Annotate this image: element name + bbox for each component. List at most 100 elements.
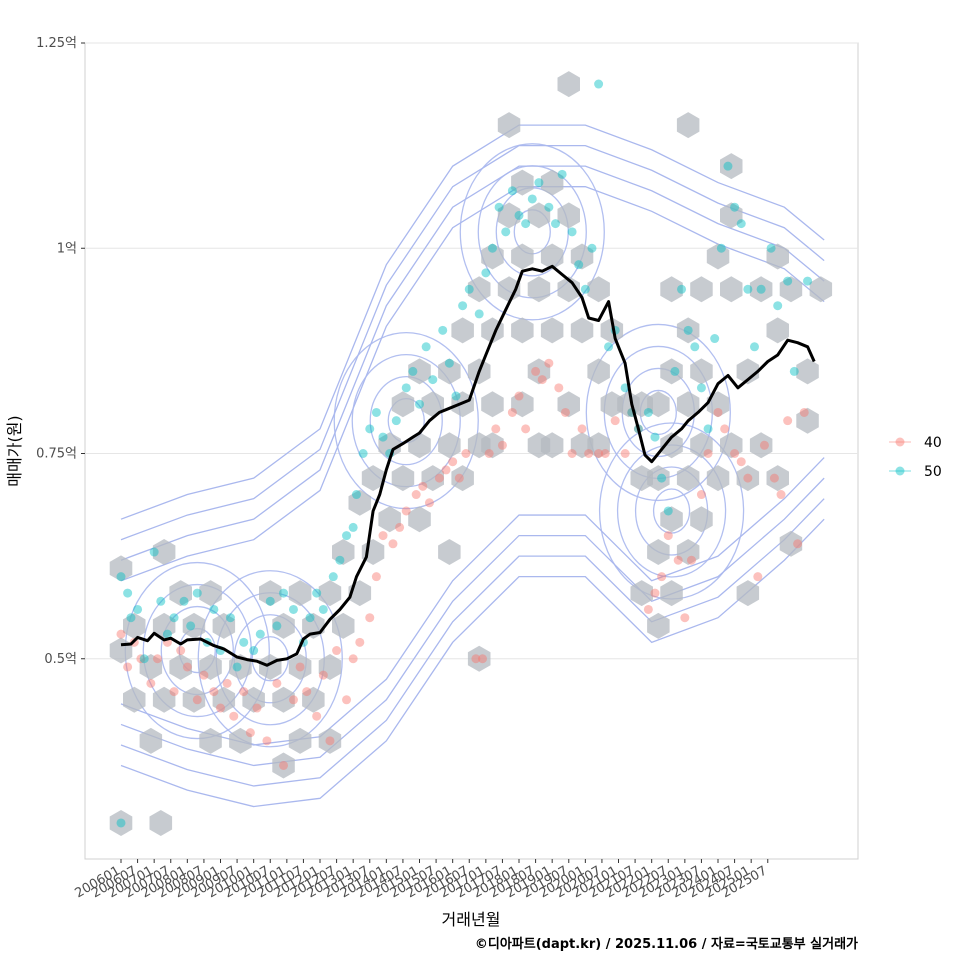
point-40	[209, 687, 219, 697]
point-50	[487, 243, 497, 253]
point-50	[288, 604, 298, 614]
point-50	[550, 219, 560, 229]
point-50	[239, 637, 249, 647]
hexbin-cell	[497, 202, 521, 229]
point-40	[222, 678, 232, 688]
point-50	[574, 260, 584, 270]
hexbin-cell	[527, 202, 551, 229]
point-50	[643, 407, 653, 417]
hexbin-cell	[199, 727, 222, 754]
point-50	[773, 301, 783, 311]
point-50	[444, 358, 454, 368]
point-40	[769, 473, 779, 483]
hexbin-cell	[706, 243, 730, 270]
point-40	[713, 407, 723, 417]
hexbin-cell	[109, 555, 133, 582]
hexbin-cell	[318, 727, 342, 754]
point-40	[272, 678, 282, 688]
point-40	[544, 358, 554, 368]
hexbin-cell	[690, 358, 713, 385]
point-40	[743, 473, 753, 483]
point-50	[730, 202, 740, 212]
hexbin-cell	[690, 432, 713, 459]
point-40	[325, 736, 335, 746]
point-40	[262, 736, 272, 746]
point-40	[342, 695, 352, 705]
point-40	[388, 539, 398, 549]
legend-label: 40	[924, 435, 942, 451]
point-50	[494, 202, 504, 212]
point-50	[225, 613, 235, 623]
point-40	[696, 490, 706, 500]
point-40	[703, 449, 713, 458]
hexbin-cell	[630, 580, 653, 607]
hexbin-cell	[706, 391, 730, 418]
point-50	[312, 588, 322, 598]
point-40	[686, 555, 696, 565]
legend-key-40	[895, 437, 905, 447]
hexbin-cell	[660, 276, 683, 303]
point-40	[312, 711, 322, 721]
hexbin-cell	[318, 580, 342, 607]
legend: 40 50	[889, 435, 942, 480]
point-40	[295, 662, 305, 672]
point-40	[239, 687, 249, 697]
hexbin-cell	[199, 654, 222, 680]
hexbin-cell	[647, 465, 670, 492]
point-50	[683, 325, 693, 335]
hexbin-cell	[391, 465, 415, 492]
hexbin-cell	[570, 243, 594, 270]
point-40	[620, 449, 630, 458]
hexbin-cell	[676, 391, 700, 418]
density-contour-band	[120, 124, 825, 520]
hexbin-cell	[676, 539, 700, 565]
point-40	[577, 424, 587, 434]
point-40	[650, 588, 660, 598]
point-40	[332, 646, 342, 656]
point-50	[279, 588, 289, 598]
point-40	[783, 416, 793, 426]
hexbin-cell	[378, 432, 401, 459]
hexbin-cell	[766, 465, 789, 492]
point-50	[803, 276, 813, 286]
hexbin-cell	[481, 391, 504, 418]
hexbin-cell	[660, 506, 683, 533]
hexbin-cell	[720, 432, 743, 459]
point-50	[650, 432, 660, 442]
hexbin-cell	[438, 358, 461, 385]
hexbin-cell	[182, 686, 206, 713]
point-50	[305, 613, 315, 623]
point-50	[348, 522, 358, 532]
point-50	[464, 284, 474, 294]
hexbin-cell	[182, 612, 206, 639]
hexbin-cell	[149, 810, 173, 836]
trend-line	[120, 264, 816, 667]
point-40	[793, 539, 803, 549]
point-50	[335, 555, 345, 565]
point-40	[478, 654, 488, 664]
hexbin-cell	[421, 391, 444, 418]
point-50	[690, 342, 700, 352]
hexbin-cell	[332, 612, 355, 639]
hexbin-cell	[736, 465, 760, 492]
y-tick-label: 1.25억	[36, 36, 77, 51]
point-40	[720, 424, 730, 434]
point-40	[169, 687, 179, 697]
hexbin-cell	[152, 539, 176, 565]
point-50	[391, 416, 401, 426]
point-50	[587, 243, 597, 253]
point-40	[521, 424, 531, 434]
point-50	[162, 629, 172, 639]
hexbin-cell	[348, 489, 372, 516]
point-50	[703, 424, 713, 434]
hexbin-cell	[557, 391, 580, 418]
point-40	[736, 457, 746, 467]
point-40	[123, 662, 133, 672]
hexbin-cell	[242, 686, 265, 713]
point-40	[759, 440, 769, 450]
hexbin-cell	[497, 276, 521, 303]
hexbin-cell	[690, 276, 713, 303]
point-50	[756, 284, 766, 294]
hexbin-cell	[676, 112, 700, 139]
